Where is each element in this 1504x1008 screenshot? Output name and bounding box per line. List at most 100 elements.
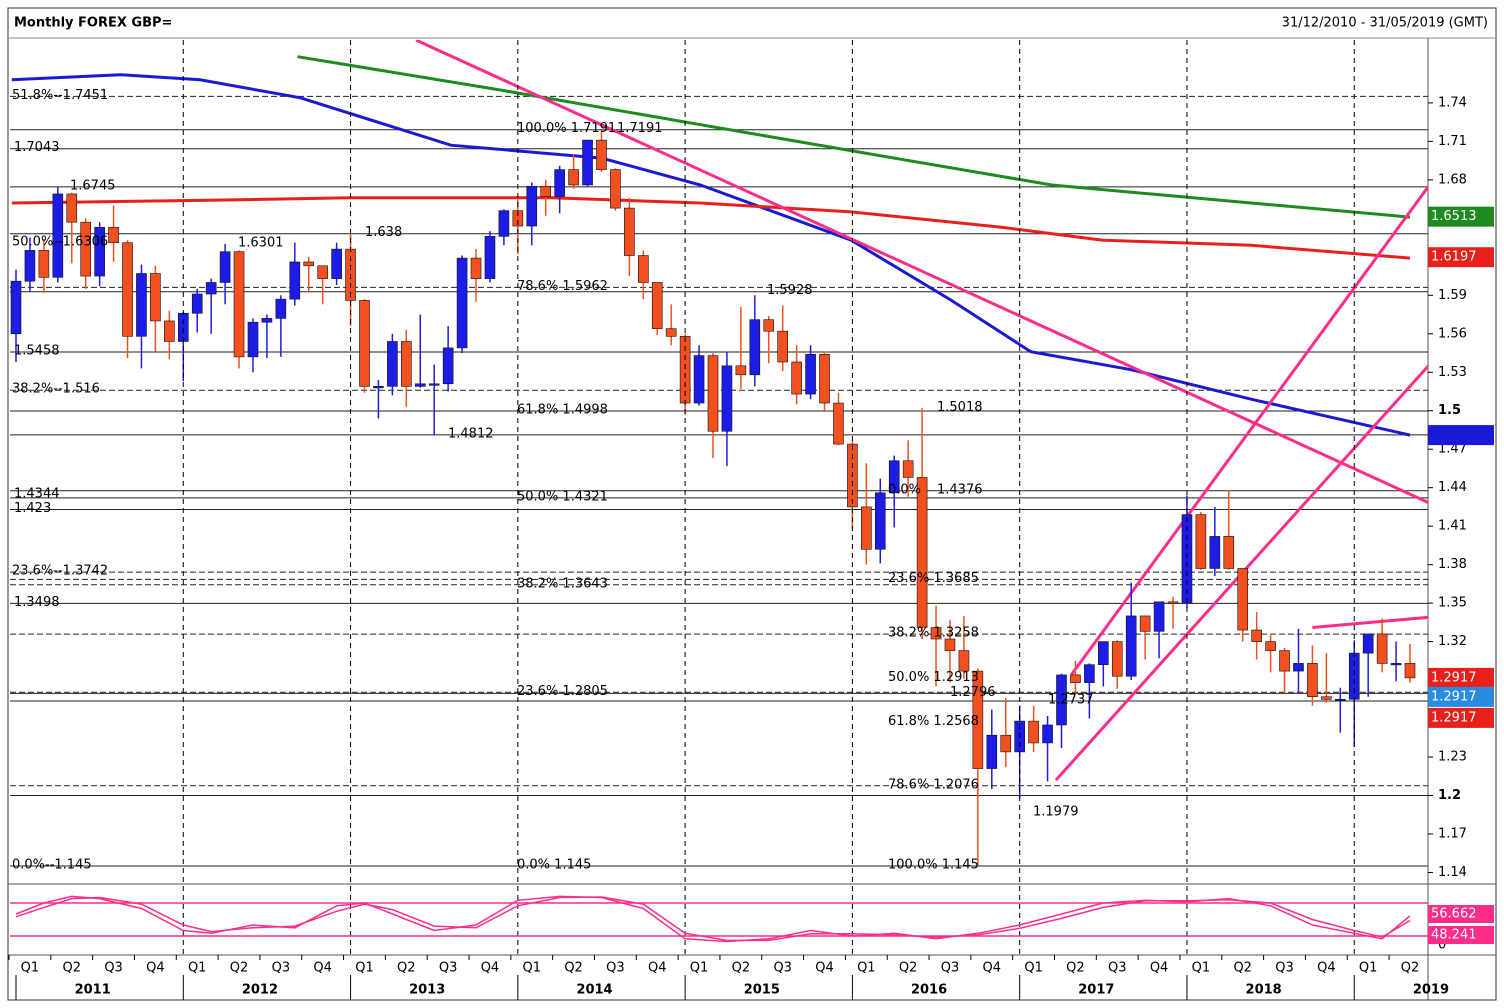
candle-body [136, 273, 147, 337]
quarter-label: Q2 [732, 961, 751, 976]
osc-tag [1428, 905, 1494, 923]
quarter-label: Q1 [857, 961, 876, 976]
chart-subtitle: 31/12/2010 - 31/05/2019 (GMT) [1282, 16, 1488, 31]
candle-body [833, 402, 844, 445]
quarter-label: Q1 [21, 961, 40, 976]
quarter-label: Q1 [1192, 961, 1211, 976]
annotation: 1.2737 [1048, 692, 1094, 707]
candle-body [1042, 724, 1053, 744]
annotation: 23.6% 1.2805 [517, 684, 608, 699]
y-tick-label: 1.35 [1438, 596, 1467, 611]
candle-body [1056, 674, 1067, 726]
quarter-label: Q2 [1401, 961, 1420, 976]
annotation: 1.5458 [14, 343, 60, 358]
annotation: 78.6% 1.5962 [517, 279, 608, 294]
year-label: 2015 [744, 983, 780, 998]
candle-body [888, 460, 900, 494]
overlay-line [11, 73, 1411, 437]
candle-body [275, 298, 287, 319]
candle-body [484, 235, 496, 279]
candle-body [1209, 536, 1221, 569]
osc-tag-label: 48.241 [1431, 928, 1477, 943]
annotation: 38.2%--1.516 [12, 382, 100, 397]
candle-body [442, 347, 454, 385]
quarter-label: Q4 [481, 961, 500, 976]
osc-tick-label: 0 [1438, 938, 1446, 953]
candle-body [1376, 633, 1388, 664]
candle-body [1098, 641, 1109, 665]
candle-body [122, 242, 133, 337]
annotation: 23.6%--1.3742 [12, 564, 108, 579]
candle-body [1167, 601, 1179, 604]
price-tag-label: 1.2917 [1431, 670, 1477, 685]
quarter-label: Q1 [523, 961, 542, 976]
y-tick-label: 1.56 [1438, 326, 1467, 341]
annotation: 50.0% 1.2913 [888, 670, 979, 685]
candle-body [1404, 663, 1416, 679]
osc-line [15, 895, 1411, 943]
candle-body [651, 282, 663, 329]
price-tag [1428, 686, 1494, 707]
quarter-label: Q4 [1150, 961, 1169, 976]
quarter-label: Q2 [564, 961, 583, 976]
candle-body [219, 251, 231, 283]
candle-body [191, 293, 203, 314]
y-tick-label: 1.71 [1438, 134, 1467, 149]
quarter-label: Q1 [355, 961, 374, 976]
quarter-label: Q3 [773, 961, 792, 976]
annotation: 1.3498 [14, 595, 60, 610]
y-tick-label: 1.68 [1438, 172, 1467, 187]
year-label: 2019 [1413, 983, 1449, 998]
candle-body [414, 383, 426, 387]
candle-body [108, 227, 119, 244]
quarter-label: Q1 [690, 961, 709, 976]
candle-body [1251, 629, 1262, 642]
candle-body [247, 321, 259, 358]
price-tag-label: 1.6197 [1431, 250, 1477, 265]
candle-body [1335, 699, 1346, 702]
candle-body [1028, 720, 1039, 744]
annotation: 1.2796 [950, 685, 996, 700]
annotation: 100.0% 1.145 [888, 858, 979, 873]
annotation: 1.7191 [617, 121, 663, 136]
candle-body [80, 221, 91, 277]
candle-body [66, 193, 78, 223]
overlay-line [11, 196, 1411, 260]
quarter-label: Q1 [1024, 961, 1043, 976]
annotation: 1.1979 [1033, 805, 1079, 820]
candle-body [1223, 536, 1235, 569]
candle-body [1000, 734, 1012, 753]
candle-body [373, 386, 384, 389]
annotation: 1.638 [365, 225, 402, 240]
candle-body [261, 318, 273, 323]
candle-body [1153, 601, 1165, 632]
year-label: 2016 [911, 983, 947, 998]
quarter-label: Q4 [146, 961, 165, 976]
candle-body [665, 328, 677, 337]
price-tag [1428, 425, 1494, 446]
candle-body [317, 265, 328, 279]
y-tick-label: 1.2 [1438, 788, 1461, 803]
candle-body [958, 650, 970, 672]
overlay-line [297, 55, 1411, 219]
y-tick-label: 1.41 [1438, 519, 1467, 534]
candle-body [164, 320, 175, 342]
quarter-label: Q4 [815, 961, 834, 976]
annotation: 38.2% 1.3258 [888, 626, 979, 641]
price-tag [1428, 247, 1494, 268]
candle-body [972, 670, 984, 769]
annotation: 0.0%--1.145 [12, 858, 92, 873]
quarter-label: Q4 [1317, 961, 1336, 976]
annotation: 1.4812 [448, 426, 494, 441]
candle-body [1390, 663, 1402, 666]
candle-body [456, 257, 468, 349]
candle-body [1195, 514, 1207, 569]
candle-body [470, 257, 482, 279]
quarter-label: Q1 [188, 961, 207, 976]
candle-body [1362, 633, 1374, 654]
candle-body [401, 341, 412, 387]
candle-body [289, 261, 301, 300]
year-label: 2017 [1078, 983, 1114, 998]
annotation: 1.5928 [767, 283, 813, 298]
candle-body [777, 330, 789, 363]
